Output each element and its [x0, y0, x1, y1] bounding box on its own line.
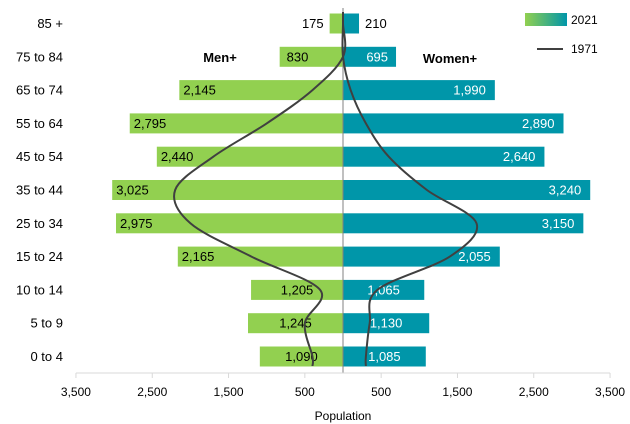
bar-women-7 — [343, 246, 500, 267]
bar-men-1 — [279, 46, 343, 67]
y-tick-label: 45 to 54 — [16, 149, 63, 164]
bar-women-9 — [343, 313, 430, 334]
data-label-women: 695 — [366, 49, 388, 64]
data-label-women: 1,990 — [453, 83, 486, 98]
legend: 2021 1971 — [525, 13, 598, 56]
data-label-men: 830 — [287, 49, 309, 64]
data-label-men: 2,975 — [120, 216, 153, 231]
data-label-men: 1,245 — [279, 316, 312, 331]
data-label-men: 2,440 — [161, 149, 194, 164]
line-1971-women — [341, 12, 479, 367]
data-label-men: 2,165 — [182, 249, 215, 264]
bar-women-1 — [343, 46, 397, 67]
y-tick-label: 0 to 4 — [30, 349, 63, 364]
bar-data-labels: 175 210 830 695 2,145 1,990 2,795 2,890 2,440 2,6… — [116, 16, 581, 364]
bar-men-8 — [251, 279, 343, 300]
y-tick-label: 75 to 84 — [16, 49, 63, 64]
data-label-men: 2,795 — [134, 116, 167, 131]
bar-men-5 — [112, 180, 343, 200]
x-tick-label: 1,500 — [442, 385, 472, 399]
data-label-women: 210 — [365, 16, 387, 31]
bar-women-8 — [343, 279, 425, 300]
x-tick-label: 3,500 — [61, 385, 91, 399]
data-label-women: 1,065 — [367, 282, 400, 297]
y-tick-label: 85 + — [37, 16, 63, 31]
data-label-women: 2,055 — [458, 249, 491, 264]
data-label-women: 3,240 — [549, 183, 582, 198]
x-tick-label: 500 — [371, 385, 391, 399]
data-label-women: 1,130 — [370, 316, 403, 331]
men-side-label: Men+ — [203, 50, 237, 65]
bar-men-2 — [179, 80, 343, 101]
legend-label-2021: 2021 — [571, 13, 598, 27]
y-tick-label: 35 to 44 — [16, 183, 63, 198]
women-side-label: Women+ — [423, 51, 478, 66]
x-tick-label: 500 — [295, 385, 315, 399]
bar-women-3 — [343, 113, 564, 134]
y-tick-label: 10 to 14 — [16, 282, 63, 297]
data-label-men: 1,205 — [281, 282, 314, 297]
x-axis-title: Population — [315, 409, 372, 423]
bar-men-3 — [129, 113, 343, 134]
data-label-women: 2,890 — [522, 116, 555, 131]
bar-men-4 — [156, 146, 343, 167]
data-label-men: 175 — [302, 16, 324, 31]
bar-men-10 — [259, 346, 343, 367]
x-tick-label: 3,500 — [595, 385, 625, 399]
bar-women-6 — [343, 213, 584, 234]
legend-label-1971: 1971 — [571, 42, 598, 56]
y-axis-ticks: 85 + 75 to 84 65 to 74 55 to 64 45 to 54 35 t… — [16, 16, 63, 364]
x-tick-label: 2,500 — [519, 385, 549, 399]
y-tick-label: 55 to 64 — [16, 116, 63, 131]
x-tick-label: 1,500 — [214, 385, 244, 399]
y-tick-label: 5 to 9 — [30, 316, 63, 331]
bar-men-0 — [329, 13, 343, 34]
data-label-women: 3,150 — [542, 216, 575, 231]
y-tick-label: 65 to 74 — [16, 83, 63, 98]
bar-men-9 — [248, 313, 343, 334]
bar-men-7 — [177, 246, 343, 267]
x-tick-label: 2,500 — [137, 385, 167, 399]
data-label-men: 1,090 — [285, 349, 318, 364]
data-label-women: 1,085 — [368, 349, 401, 364]
bar-women-5 — [343, 180, 591, 200]
data-label-men: 2,145 — [183, 83, 216, 98]
x-axis-ticks: 3,500 2,500 1,500 500 500 1,500 2,500 3,500 — [61, 373, 625, 399]
bar-men-6 — [116, 213, 343, 234]
y-tick-label: 15 to 24 — [16, 249, 63, 264]
men-bars — [112, 13, 343, 367]
data-label-men: 3,025 — [116, 183, 149, 198]
y-tick-label: 25 to 34 — [16, 216, 63, 231]
bar-women-2 — [343, 80, 495, 101]
data-label-women: 2,640 — [503, 149, 536, 164]
bar-women-0 — [343, 13, 360, 34]
bar-women-10 — [343, 346, 426, 367]
legend-swatch-2021 — [525, 13, 567, 26]
